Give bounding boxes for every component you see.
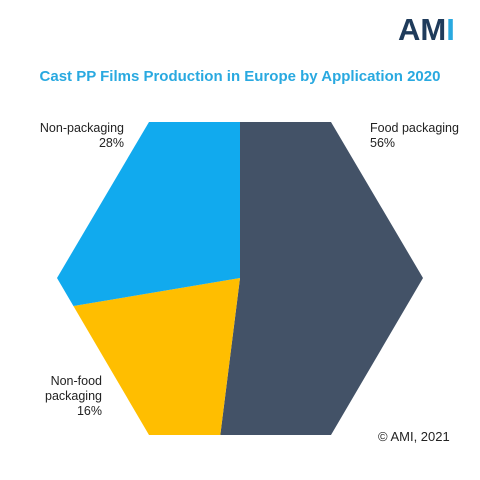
copyright-text: © AMI, 2021: [378, 429, 450, 444]
label-non-food-line2: packaging: [45, 389, 102, 403]
label-non-food-value: 16%: [76, 404, 102, 418]
slice-food-packaging: [220, 122, 423, 435]
label-food-packaging-value: 56%: [370, 136, 396, 150]
slice-non-food-packaging: [73, 278, 241, 435]
label-non-food-line1: Non-food: [50, 374, 102, 388]
slice-non-packaging: [57, 122, 240, 306]
label-food-packaging: Food packaging 56%: [370, 121, 459, 151]
label-food-packaging-name: Food packaging: [370, 121, 459, 135]
label-non-packaging-value: 28%: [98, 136, 124, 150]
label-non-food-packaging: Non-food packaging 16%: [8, 374, 102, 419]
logo-text-i: I: [446, 12, 455, 47]
label-non-packaging-name: Non-packaging: [39, 121, 124, 135]
logo-text-am: AM: [398, 12, 447, 47]
chart-title: Cast PP Films Production in Europe by Ap…: [39, 68, 441, 85]
label-non-packaging: Non-packaging 28%: [8, 121, 124, 151]
ami-logo: AMI: [398, 10, 455, 50]
